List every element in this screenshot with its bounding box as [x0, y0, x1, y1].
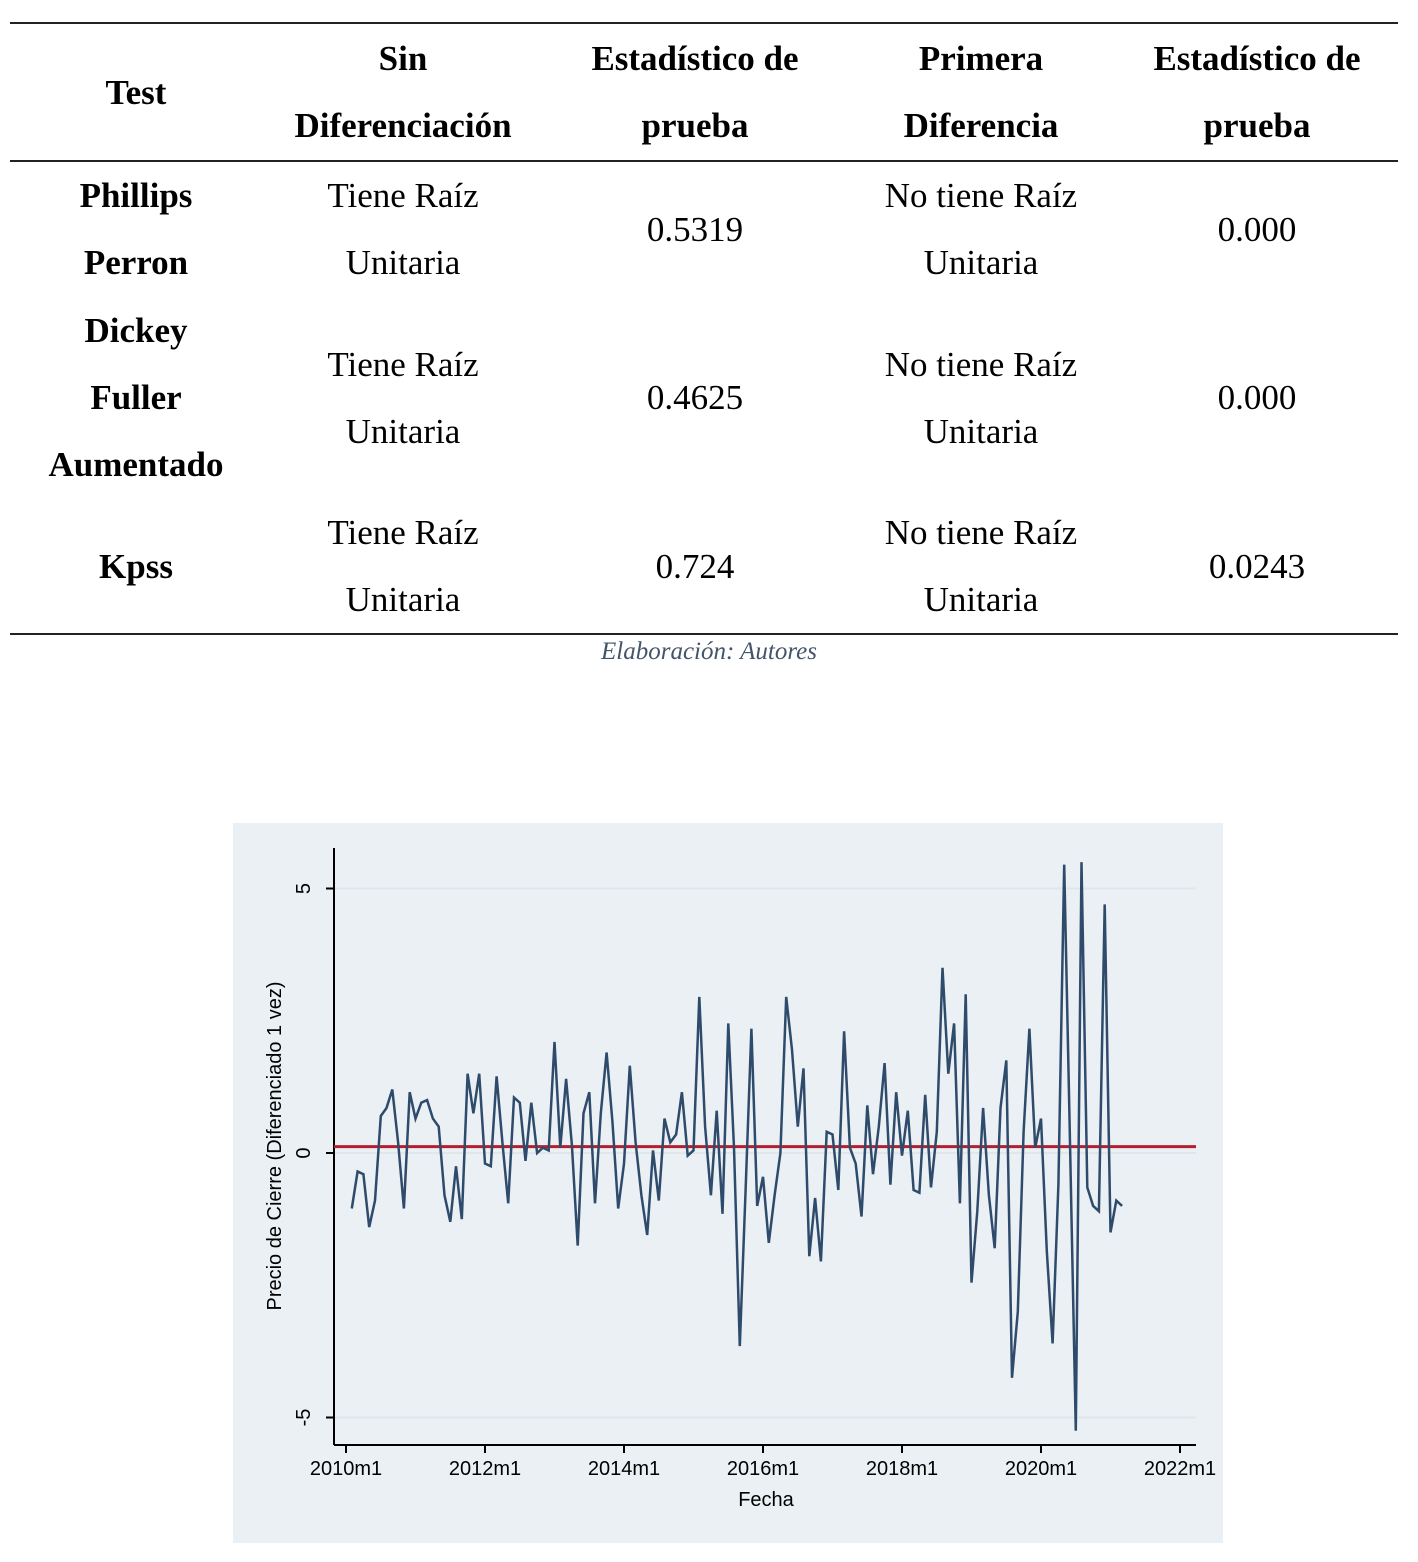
header-primera-diferencia: Primera Diferencia [903, 39, 1059, 145]
y-tick-label: 0 [293, 1147, 315, 1158]
stat2-cell: 0.000 [1217, 378, 1297, 417]
x-tick-label: 2022m1 [1144, 1458, 1216, 1480]
stat2-cell: 0.000 [1217, 209, 1297, 249]
stat1-cell: 0.724 [655, 546, 735, 586]
x-axis-title: Fecha [738, 1489, 794, 1511]
table-row: Phillips Perron Tiene Raíz Unitaria 0.5319… [10, 161, 1398, 296]
stat1-cell: 0.4625 [646, 378, 744, 417]
tick-labels: -5 0 5 2010m1 2012m1 2014m1 2016m1 2018m1 2020m1… [293, 883, 1216, 1480]
header-estadistico-1: Estadístico de prueba [591, 39, 799, 145]
primera-dif-cell: No tiene Raíz Unitaria [884, 176, 1078, 282]
table-row: Kpss Tiene Raíz Unitaria 0.724 No tiene R… [10, 499, 1398, 634]
y-tick-label: -5 [293, 1409, 315, 1427]
table-row: Dickey Fuller Aumentado Tiene Raíz Unitaria… [10, 296, 1398, 499]
sin-dif-cell: Tiene Raíz Unitaria [327, 513, 479, 619]
header-estadistico-2: Estadístico de prueba [1153, 39, 1361, 145]
series-line [350, 862, 1123, 1431]
unit-root-tests-table: Test Sin Diferenciación Estadístico de pru… [10, 22, 1398, 635]
sin-dif-cell: Tiene Raíz Unitaria [327, 176, 479, 282]
test-name-cell: Phillips Perron [79, 176, 193, 282]
chart-panel: -5 0 5 2010m1 2012m1 2014m1 2016m1 2018m1 2020m1… [233, 823, 1223, 1543]
series-layer [350, 862, 1123, 1431]
x-tick-label: 2018m1 [866, 1458, 938, 1480]
test-name-cell: Kpss [99, 546, 173, 586]
sin-dif-cell: Tiene Raíz Unitaria [327, 344, 479, 451]
stat1-cell: 0.5319 [646, 209, 744, 249]
line-chart: -5 0 5 2010m1 2012m1 2014m1 2016m1 2018m1 2020m1… [264, 848, 1216, 1511]
test-name-cell: Dickey Fuller Aumentado [48, 311, 224, 484]
table-caption: Elaboración: Autores [601, 638, 817, 665]
x-tick-label: 2012m1 [449, 1458, 521, 1480]
header-test: Test [105, 72, 167, 112]
stat2-cell: 0.0243 [1208, 546, 1306, 586]
header-sin-diferenciacion: Sin Diferenciación [294, 39, 512, 145]
y-tick-label: 5 [293, 883, 315, 894]
primera-dif-cell: No tiene Raíz Unitaria [884, 344, 1078, 451]
table-header-row: Test Sin Diferenciación Estadístico de pru… [10, 23, 1398, 161]
grid-lines [334, 887, 1196, 1419]
primera-dif-cell: No tiene Raíz Unitaria [884, 513, 1078, 619]
x-tick-label: 2014m1 [588, 1458, 660, 1480]
x-tick-label: 2020m1 [1005, 1458, 1077, 1480]
x-tick-label: 2010m1 [310, 1458, 382, 1480]
x-tick-label: 2016m1 [727, 1458, 799, 1480]
y-axis-title: Precio de Cierre (Diferenciado 1 vez) [264, 981, 286, 1310]
